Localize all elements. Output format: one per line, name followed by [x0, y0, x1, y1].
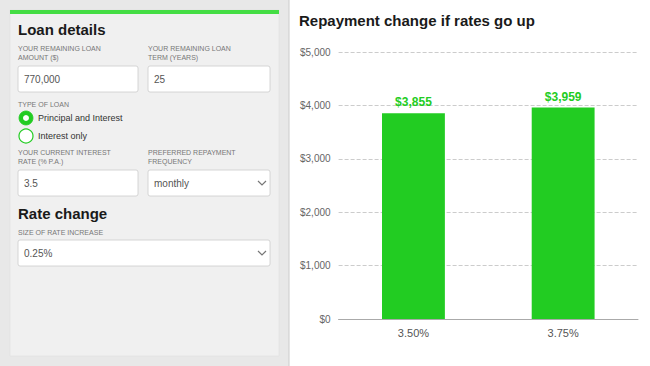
- svg-text:YOUR REMAINING LOAN: YOUR REMAINING LOAN: [148, 45, 231, 52]
- svg-text:770,000: 770,000: [24, 74, 61, 85]
- svg-text:$0: $0: [319, 314, 331, 325]
- svg-text:RATE (% P.A.): RATE (% P.A.): [18, 158, 63, 166]
- svg-text:$3,000: $3,000: [300, 153, 331, 164]
- svg-text:3.5: 3.5: [24, 178, 38, 189]
- svg-text:Loan details: Loan details: [18, 21, 106, 38]
- svg-text:3.75%: 3.75%: [548, 327, 579, 339]
- svg-text:SIZE OF RATE INCREASE: SIZE OF RATE INCREASE: [18, 229, 103, 236]
- svg-text:FREQUENCY: FREQUENCY: [148, 158, 192, 166]
- svg-text:$1,000: $1,000: [300, 260, 331, 271]
- svg-text:TYPE OF LOAN: TYPE OF LOAN: [18, 101, 69, 108]
- svg-text:$3,855: $3,855: [395, 95, 432, 109]
- svg-text:YOUR REMAINING LOAN: YOUR REMAINING LOAN: [18, 45, 101, 52]
- svg-text:PREFERRED REPAYMENT: PREFERRED REPAYMENT: [148, 149, 236, 156]
- svg-text:YOUR CURRENT INTEREST: YOUR CURRENT INTEREST: [18, 149, 112, 156]
- svg-text:Principal and Interest: Principal and Interest: [38, 113, 123, 123]
- svg-text:$3,959: $3,959: [545, 90, 582, 104]
- svg-text:25: 25: [154, 74, 166, 85]
- svg-text:AMOUNT ($): AMOUNT ($): [18, 54, 59, 62]
- svg-text:Interest only: Interest only: [38, 131, 88, 141]
- svg-text:0.25%: 0.25%: [24, 248, 52, 259]
- svg-text:TERM (YEARS): TERM (YEARS): [148, 54, 198, 62]
- svg-text:$5,000: $5,000: [300, 47, 331, 58]
- svg-text:$4,000: $4,000: [300, 100, 331, 111]
- svg-text:$2,000: $2,000: [300, 207, 331, 218]
- svg-text:3.50%: 3.50%: [398, 327, 429, 339]
- svg-text:Repayment change if rates go u: Repayment change if rates go up: [299, 12, 535, 29]
- svg-text:Rate change: Rate change: [18, 205, 107, 222]
- svg-text:monthly: monthly: [154, 178, 189, 189]
